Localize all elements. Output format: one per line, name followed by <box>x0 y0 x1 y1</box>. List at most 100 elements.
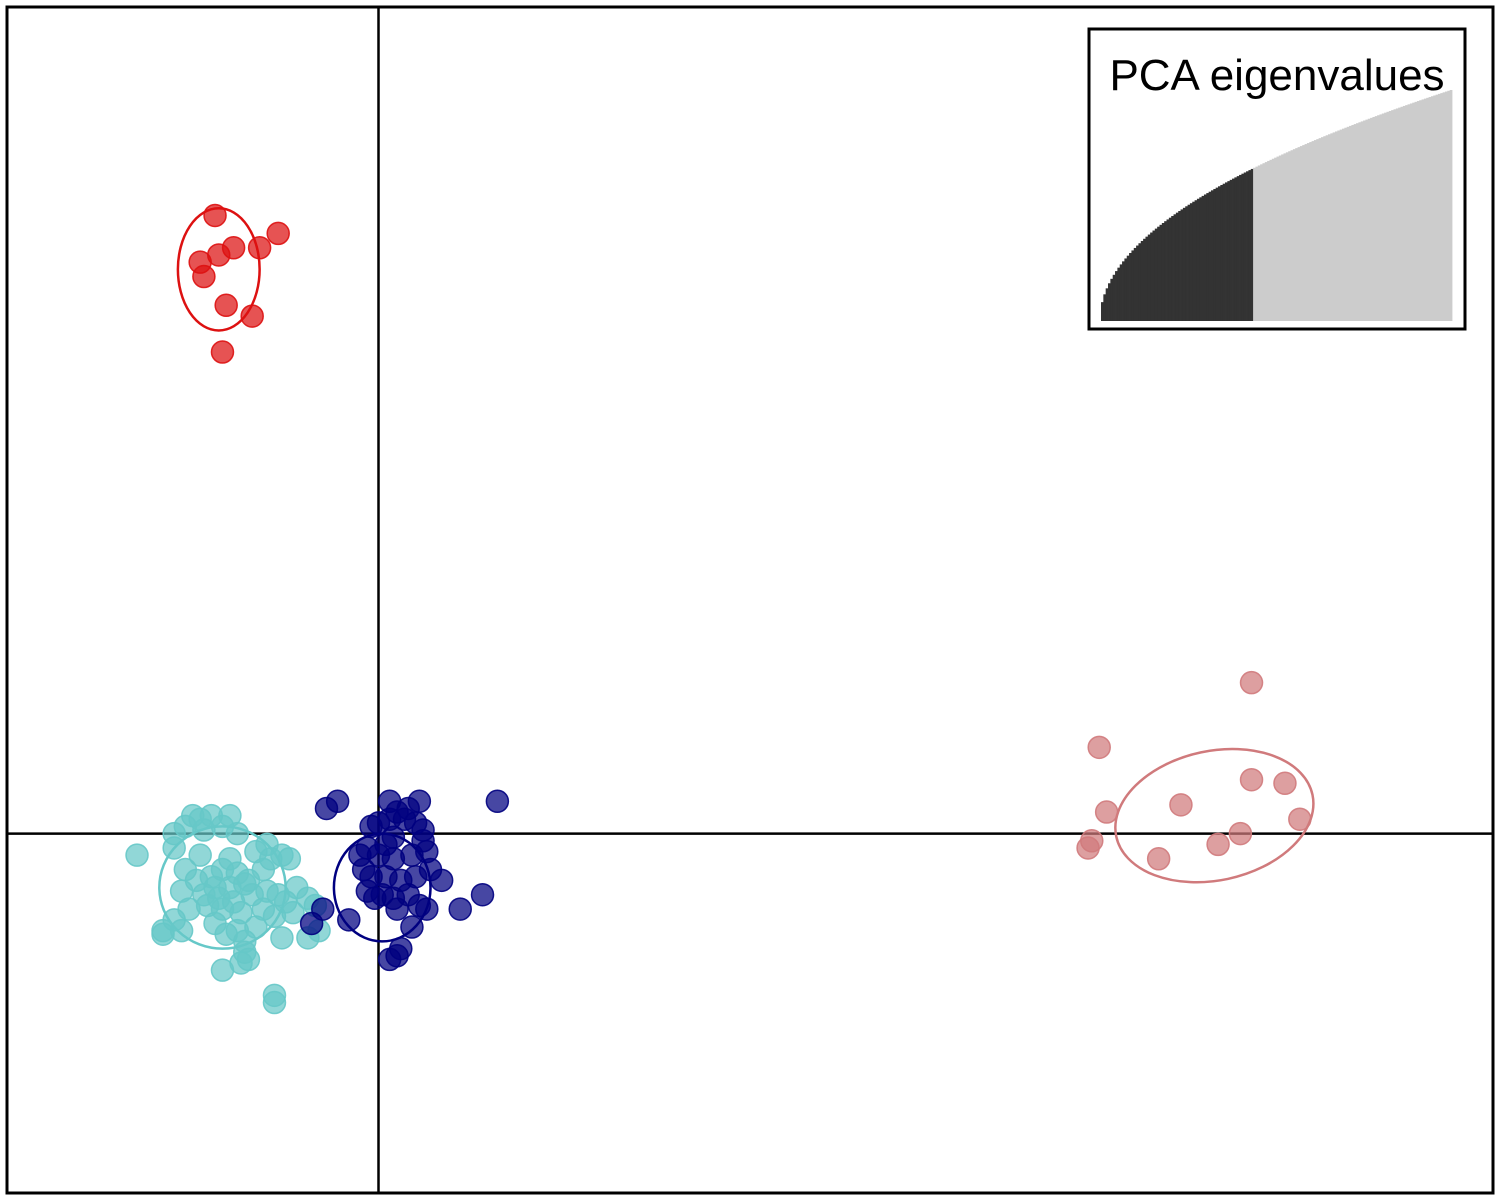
eigenvalue-bar <box>1311 141 1315 321</box>
eigenvalue-bar <box>1194 200 1198 321</box>
eigenvalue-bar <box>1297 147 1301 321</box>
eigenvalue-bar <box>1115 271 1118 321</box>
eigenvalue-bar <box>1421 99 1425 321</box>
eigenvalue-bar <box>1108 283 1111 321</box>
eigenvalue-bar <box>1339 129 1343 321</box>
eigenvalue-bar <box>1433 95 1437 321</box>
eigenvalue-bar <box>1255 166 1259 321</box>
eigenvalue-bar <box>1112 274 1116 321</box>
eigenvalue-bar <box>1274 157 1277 321</box>
data-point <box>262 990 287 1015</box>
eigenvalue-bar <box>1173 214 1177 321</box>
eigenvalue-bar <box>1129 252 1132 321</box>
data-point <box>247 236 272 260</box>
eigenvalue-bar <box>1283 153 1287 321</box>
data-points <box>125 203 1312 1015</box>
data-point <box>214 922 238 946</box>
eigenvalue-bar <box>1225 182 1228 321</box>
data-point <box>1087 735 1111 760</box>
eigenvalue-bar <box>1122 261 1125 321</box>
eigenvalue-bar <box>1290 150 1294 321</box>
eigenvalue-bar <box>1335 131 1338 321</box>
eigenvalue-bar <box>1218 186 1221 321</box>
eigenvalue-bar <box>1342 128 1345 321</box>
eigenvalue-bar <box>1393 109 1397 321</box>
data-point <box>203 203 227 228</box>
eigenvalue-bar <box>1213 188 1217 321</box>
data-point <box>470 882 495 907</box>
eigenvalue-bar <box>1327 134 1331 321</box>
eigenvalue-bar <box>1337 130 1341 321</box>
eigenvalue-bar <box>1152 230 1156 321</box>
data-point <box>151 922 175 946</box>
eigenvalue-bar <box>1306 143 1310 321</box>
eigenvalue-bar <box>1349 125 1352 321</box>
eigenvalue-bar <box>1395 108 1399 321</box>
eigenvalue-bar <box>1302 145 1305 321</box>
data-point <box>337 908 361 932</box>
data-point <box>214 293 238 318</box>
eigenvalue-bar <box>1295 148 1298 321</box>
eigenvalue-bar <box>1437 93 1441 321</box>
eigenvalue-bar <box>1360 121 1364 321</box>
eigenvalue-bar <box>1414 101 1418 321</box>
eigenvalue-bar <box>1119 264 1123 321</box>
eigenvalue-bar <box>1388 110 1392 321</box>
eigenvalue-bar <box>1407 104 1411 321</box>
data-point <box>1169 793 1193 817</box>
data-point <box>251 857 276 882</box>
eigenvalue-bar <box>1318 138 1322 321</box>
data-point <box>411 829 435 853</box>
eigenvalue-bar <box>1416 101 1420 321</box>
eigenvalue-bar <box>1117 267 1121 321</box>
eigenvalue-bar <box>1180 209 1184 321</box>
eigenvalue-bar <box>1110 278 1114 321</box>
eigenvalue-bar <box>1257 165 1261 321</box>
eigenvalue-bar <box>1353 124 1357 321</box>
eigenvalue-bar <box>1253 167 1256 321</box>
eigenvalue-bar <box>1236 176 1240 321</box>
data-point <box>1146 847 1171 871</box>
eigenvalue-bar <box>1299 146 1303 321</box>
eigenvalue-bar <box>1208 191 1212 321</box>
eigenvalue-bar <box>1332 132 1336 321</box>
data-point <box>1228 821 1253 846</box>
eigenvalue-bar <box>1248 170 1252 321</box>
eigenvalue-bars <box>1101 90 1453 322</box>
eigenvalue-bar <box>1309 142 1312 321</box>
data-point <box>188 843 212 867</box>
eigenvalue-bar <box>1276 156 1280 321</box>
eigenvalue-bar <box>1126 255 1130 321</box>
data-point <box>210 340 235 364</box>
eigenvalue-bar <box>1412 102 1415 321</box>
data-point <box>1239 767 1264 792</box>
eigenvalue-bar <box>1171 215 1174 321</box>
data-point <box>415 897 439 921</box>
eigenvalue-bar <box>1250 168 1254 321</box>
eigenvalue-bar <box>1154 228 1158 321</box>
eigenvalue-bar <box>1232 178 1235 321</box>
eigenvalue-bar <box>1262 163 1266 321</box>
eigenvalue-bar <box>1426 97 1429 322</box>
eigenvalue-bar <box>1124 258 1128 321</box>
eigenvalue-bar <box>1428 97 1432 321</box>
data-point <box>400 915 424 939</box>
eigenvalue-bar <box>1222 183 1226 321</box>
eigenvalue-bar <box>1320 137 1324 321</box>
eigenvalue-bar <box>1365 119 1369 321</box>
eigenvalue-bar <box>1187 204 1191 321</box>
data-point <box>429 868 454 893</box>
data-point <box>210 814 235 839</box>
eigenvalue-bar <box>1215 187 1219 321</box>
eigenvalue-bar <box>1105 288 1109 321</box>
eigenvalue-bar <box>1189 203 1193 321</box>
eigenvalue-bar <box>1147 234 1151 321</box>
data-point <box>385 897 409 921</box>
eigenvalue-bar <box>1449 90 1453 321</box>
eigenvalue-bar <box>1201 195 1205 321</box>
data-point <box>277 847 302 871</box>
eigenvalue-bar <box>1101 302 1104 321</box>
data-point <box>1094 800 1119 824</box>
eigenvalue-bar <box>1133 247 1137 321</box>
data-point <box>325 789 350 814</box>
